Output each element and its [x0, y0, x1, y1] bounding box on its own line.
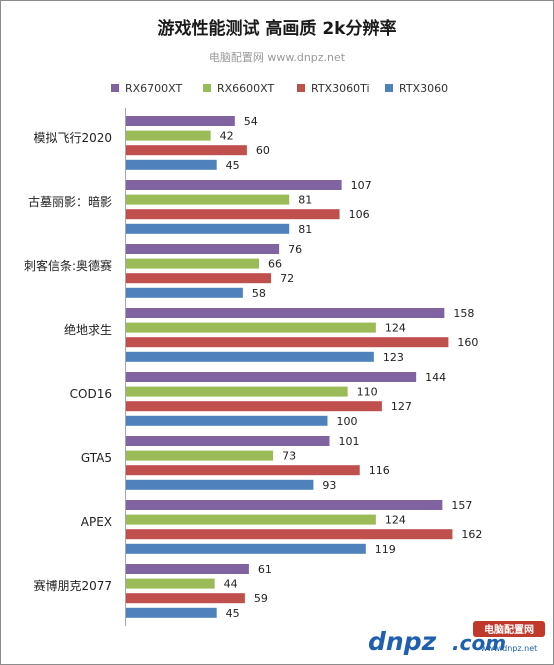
- bar-1-3: [126, 223, 290, 234]
- bar-4-3: [126, 415, 328, 426]
- bar-0-1: [126, 130, 211, 141]
- value-label-7-0: 61: [258, 563, 272, 576]
- bar-4-2: [126, 401, 382, 412]
- watermark-url: www.dnpz.net: [481, 644, 538, 653]
- bar-5-1: [126, 450, 274, 461]
- legend-swatch-2: [297, 84, 305, 92]
- bar-1-2: [126, 209, 340, 220]
- bar-2-0: [126, 244, 280, 254]
- value-label-0-1: 42: [220, 130, 234, 143]
- value-label-5-0: 101: [339, 435, 360, 448]
- watermark-box-text: 电脑配置网: [484, 623, 534, 636]
- bar-1-1: [126, 194, 290, 205]
- value-label-4-1: 110: [357, 386, 378, 399]
- bar-0-3: [126, 159, 217, 170]
- chart-subtitle: 电脑配置网 www.dnpz.net: [209, 51, 346, 64]
- bar-6-3: [126, 543, 366, 554]
- bar-5-2: [126, 465, 360, 476]
- category-label-3: 绝地求生: [64, 322, 112, 337]
- bar-3-1: [126, 322, 376, 333]
- bar-6-2: [126, 529, 453, 540]
- value-label-7-3: 45: [226, 607, 240, 620]
- value-label-4-0: 144: [425, 371, 446, 384]
- category-label-5: GTA5: [81, 451, 112, 465]
- value-label-3-1: 124: [385, 322, 406, 335]
- value-label-5-3: 93: [322, 479, 336, 492]
- bar-7-1: [126, 578, 215, 589]
- legend-label-2: RTX3060Ti: [311, 82, 370, 95]
- legend-label-3: RTX3060: [399, 82, 448, 95]
- bar-3-0: [126, 308, 445, 318]
- bar-2-1: [126, 258, 259, 269]
- watermark-logo: dnpz: [368, 627, 437, 656]
- chart-title: 游戏性能测试 高画质 2k分辨率: [158, 18, 397, 39]
- legend-swatch-1: [203, 84, 211, 92]
- bar-6-0: [126, 500, 443, 510]
- bar-5-0: [126, 436, 330, 446]
- value-label-6-1: 124: [385, 514, 406, 527]
- category-label-4: COD16: [70, 387, 112, 401]
- value-label-0-2: 60: [256, 144, 270, 157]
- labels: 模拟飞行2020 54 42 60 45 古墓丽影：暗影 107 81 106 81 刺客信条:奥德…: [24, 115, 482, 620]
- bar-7-0: [126, 564, 249, 574]
- value-label-7-2: 59: [254, 592, 268, 605]
- watermark: dnpz .com 电脑配置网 www.dnpz.net: [368, 621, 545, 656]
- bar-2-3: [126, 287, 243, 298]
- bar-3-3: [126, 351, 374, 362]
- bar-7-2: [126, 593, 245, 604]
- value-label-2-0: 76: [288, 243, 302, 256]
- bar-7-3: [126, 607, 217, 618]
- value-label-5-2: 116: [369, 464, 390, 477]
- legend-label-0: RX6700XT: [125, 82, 183, 95]
- value-label-3-0: 158: [453, 307, 474, 320]
- category-label-7: 赛博朋克2077: [33, 578, 112, 593]
- value-label-5-1: 73: [282, 450, 296, 463]
- value-label-0-0: 54: [244, 115, 258, 128]
- bar-0-2: [126, 145, 247, 156]
- value-label-4-3: 100: [337, 415, 358, 428]
- category-label-1: 古墓丽影：暗影: [28, 194, 112, 209]
- value-label-1-1: 81: [298, 194, 312, 207]
- value-label-3-2: 160: [457, 336, 478, 349]
- bar-0-0: [126, 116, 235, 126]
- legend-swatch-3: [385, 84, 393, 92]
- bar-2-2: [126, 273, 272, 284]
- category-label-2: 刺客信条:奥德赛: [24, 258, 112, 273]
- value-label-2-1: 66: [268, 258, 282, 271]
- value-label-1-3: 81: [298, 223, 312, 236]
- bar-5-3: [126, 479, 314, 490]
- value-label-6-3: 119: [375, 543, 396, 556]
- watermark-box: [473, 621, 545, 637]
- bar-3-2: [126, 337, 449, 348]
- bar-1-0: [126, 180, 342, 190]
- value-label-1-2: 106: [349, 208, 370, 221]
- category-label-0: 模拟飞行2020: [33, 131, 112, 145]
- value-label-2-3: 58: [252, 287, 266, 300]
- legend: RX6700XT RX6600XT RTX3060Ti RTX3060: [111, 82, 448, 95]
- category-label-6: APEX: [81, 515, 112, 529]
- value-label-4-2: 127: [391, 400, 412, 413]
- legend-swatch-0: [111, 84, 119, 92]
- value-label-6-0: 157: [451, 499, 472, 512]
- value-label-2-2: 72: [280, 272, 294, 285]
- bar-4-0: [126, 372, 417, 382]
- value-label-0-3: 45: [226, 159, 240, 172]
- bar-4-1: [126, 386, 348, 397]
- value-label-6-2: 162: [461, 528, 482, 541]
- bar-6-1: [126, 514, 376, 525]
- bars: [126, 116, 453, 618]
- legend-label-1: RX6600XT: [217, 82, 275, 95]
- value-label-3-3: 123: [383, 351, 404, 364]
- value-label-7-1: 44: [224, 578, 238, 591]
- value-label-1-0: 107: [351, 179, 372, 192]
